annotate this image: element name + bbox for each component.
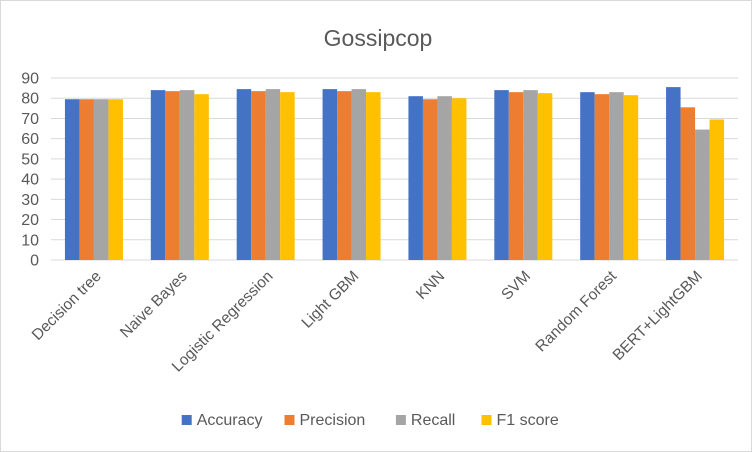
bar-accuracy xyxy=(666,87,681,260)
bars xyxy=(64,87,725,261)
x-category-label: KNN xyxy=(413,268,448,303)
bar-f1-score xyxy=(709,119,725,260)
legend-label: F1 score xyxy=(497,412,559,429)
y-tick-label: 0 xyxy=(30,253,39,270)
x-category-label: SVM xyxy=(498,268,534,304)
bar-recall xyxy=(351,89,367,260)
y-tick-label: 80 xyxy=(21,91,39,108)
legend-label: Precision xyxy=(300,412,366,429)
bar-precision xyxy=(337,91,352,261)
legend-label: Accuracy xyxy=(197,412,263,429)
y-axis-ticks: 0 10 20 30 40 50 60 70 80 90 xyxy=(21,71,39,270)
bar-precision xyxy=(680,107,696,260)
bar-precision xyxy=(165,91,180,261)
bar-f1-score xyxy=(108,99,123,260)
y-tick-label: 40 xyxy=(21,172,39,189)
y-tick-label: 50 xyxy=(21,151,39,168)
y-tick-label: 60 xyxy=(21,131,39,148)
bar-recall xyxy=(179,90,195,260)
x-category-label: Naive Bayes xyxy=(117,268,191,342)
bar-accuracy xyxy=(408,96,423,260)
bar-precision xyxy=(594,94,610,260)
bar-precision xyxy=(251,91,266,261)
bar-recall xyxy=(695,129,710,260)
y-tick-label: 90 xyxy=(21,71,39,88)
y-tick-label: 10 xyxy=(21,232,39,249)
chart-title: Gossipcop xyxy=(324,25,433,51)
bar-f1-score xyxy=(280,92,295,261)
bar-accuracy xyxy=(322,89,338,260)
bar-f1-score xyxy=(194,94,209,260)
bar-precision xyxy=(508,92,524,261)
bar-accuracy xyxy=(494,90,509,260)
bar-accuracy xyxy=(580,92,595,261)
bar-recall xyxy=(93,99,109,260)
legend-swatch xyxy=(181,415,192,425)
legend-swatch xyxy=(481,415,492,425)
bar-f1-score xyxy=(451,98,467,260)
bar-recall xyxy=(609,92,624,261)
bar-f1-score xyxy=(537,93,553,261)
legend-swatch xyxy=(395,415,406,425)
x-category-label: Light GBM xyxy=(299,268,363,332)
bar-accuracy xyxy=(150,90,166,260)
bar-accuracy xyxy=(64,99,80,260)
bar-recall xyxy=(437,96,452,260)
bar-precision xyxy=(422,99,438,260)
x-category-label: BERT+LightGBM xyxy=(610,268,706,364)
x-category-label: Decision tree xyxy=(29,268,105,344)
y-tick-label: 20 xyxy=(21,212,39,229)
y-tick-label: 30 xyxy=(21,192,39,209)
legend: Accuracy Precision Recall F1 score xyxy=(181,412,559,429)
bar-recall xyxy=(265,89,281,260)
bar-f1-score xyxy=(623,95,639,260)
legend-swatch xyxy=(284,415,295,425)
x-category-label: Random Forest xyxy=(532,267,620,355)
y-tick-label: 70 xyxy=(21,111,39,128)
bar-precision xyxy=(79,99,94,260)
bar-recall xyxy=(523,90,538,260)
legend-label: Recall xyxy=(411,412,455,429)
bar-accuracy xyxy=(236,89,252,260)
bar-f1-score xyxy=(366,92,381,261)
